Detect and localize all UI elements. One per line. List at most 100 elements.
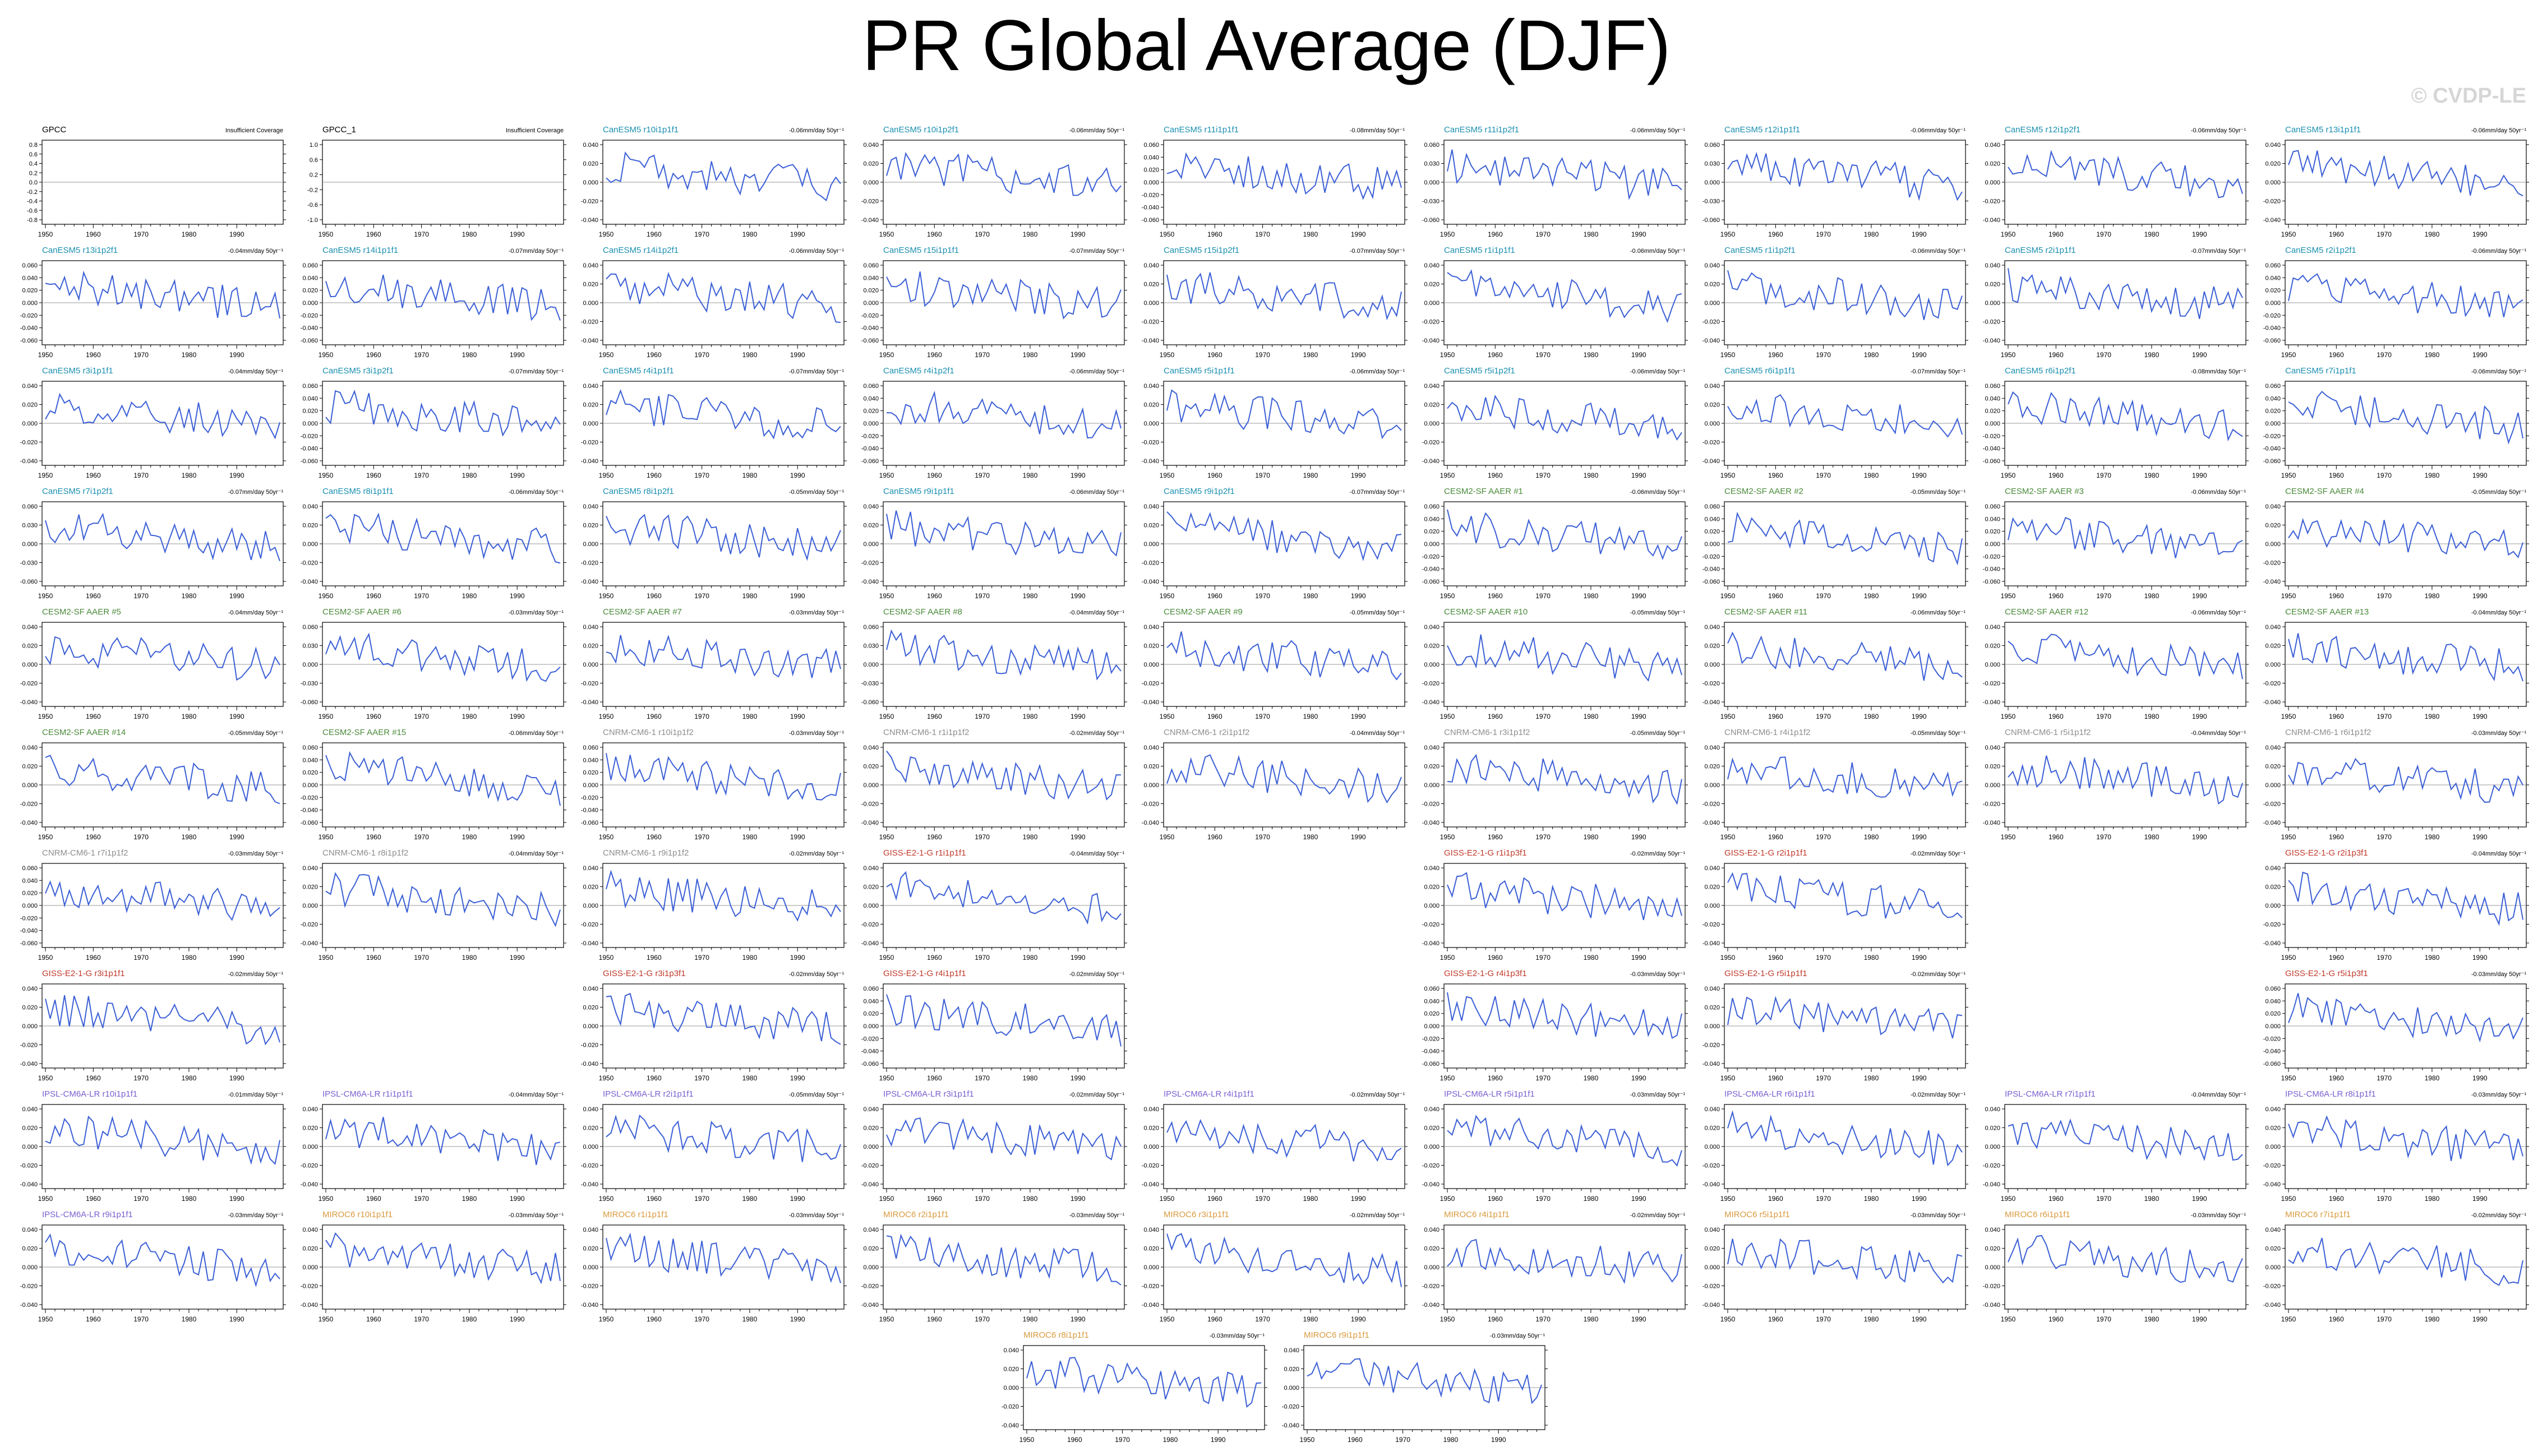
y-tick-label: -0.040 bbox=[1422, 338, 1439, 344]
x-tick-label: 1980 bbox=[182, 713, 197, 720]
x-tick-label: 1970 bbox=[414, 1195, 429, 1203]
x-tick-label: 1990 bbox=[1912, 472, 1927, 479]
panel: CanESM5 r1i1p2f1 -0.06mm/day 50yr⁻¹ 0.040 0… bbox=[1702, 246, 1968, 359]
panel: GISS-E2-1-G r1i1p3f1 -0.02mm/day 50yr⁻¹ 0.… bbox=[1422, 848, 1688, 962]
y-tick-label: 0.000 bbox=[1424, 179, 1439, 186]
x-tick-label: 1950 bbox=[1720, 351, 1736, 359]
panel-trend-label: -0.08mm/day 50yr⁻¹ bbox=[2191, 368, 2246, 375]
panel-trend-label: -0.03mm/day 50yr⁻¹ bbox=[228, 851, 283, 857]
y-tick-label: -0.040 bbox=[1422, 820, 1439, 826]
y-tick-label: 0.000 bbox=[22, 1023, 38, 1030]
panel-trend-label: -0.06mm/day 50yr⁻¹ bbox=[1069, 127, 1124, 134]
y-tick-label: 0.040 bbox=[1143, 262, 1159, 269]
y-tick-label: 0.020 bbox=[1143, 402, 1159, 409]
y-tick-label: -0.040 bbox=[2263, 1181, 2281, 1188]
panel-trend-label: -0.06mm/day 50yr⁻¹ bbox=[789, 127, 844, 134]
y-tick-label: 0.020 bbox=[1424, 1011, 1439, 1018]
y-tick-label: -0.020 bbox=[2263, 922, 2281, 928]
panel: CNRM-CM6-1 r4i1p1f2 -0.05mm/day 50yr⁻¹ 0.0… bbox=[1702, 728, 1968, 841]
x-tick-label: 1950 bbox=[319, 230, 334, 238]
y-tick-label: 0.020 bbox=[1985, 408, 2000, 415]
y-tick-label: 0.040 bbox=[302, 395, 318, 402]
y-tick-label: 0.020 bbox=[1143, 1246, 1159, 1252]
panel-title: CanESM5 r1i1p2f1 bbox=[1724, 246, 1796, 255]
y-tick-label: 0.000 bbox=[1424, 903, 1439, 909]
y-tick-label: -0.060 bbox=[20, 338, 38, 344]
y-tick-label: 0.000 bbox=[2265, 782, 2281, 789]
x-tick-label: 1960 bbox=[2329, 1074, 2344, 1082]
panel-trend-label: -0.06mm/day 50yr⁻¹ bbox=[1069, 368, 1124, 375]
x-tick-label: 1980 bbox=[1864, 472, 1879, 479]
y-tick-label: 0.020 bbox=[1704, 643, 1720, 650]
x-tick-label: 1950 bbox=[1720, 713, 1736, 720]
y-tick-label: 0.020 bbox=[302, 288, 318, 294]
x-tick-label: 1950 bbox=[2281, 472, 2296, 479]
panel: IPSL-CM6A-LR r10i1p1f1 -0.01mm/day 50yr⁻¹… bbox=[20, 1089, 286, 1203]
y-tick-label: -0.040 bbox=[581, 940, 598, 947]
y-tick-label: -0.040 bbox=[20, 699, 38, 706]
panel: MIROC6 r6i1p1f1 -0.03mm/day 50yr⁻¹ 0.040 0.… bbox=[1983, 1210, 2249, 1323]
y-tick-label: -0.020 bbox=[301, 1163, 318, 1170]
x-tick-label: 1990 bbox=[510, 1195, 525, 1203]
x-tick-label: 1990 bbox=[2192, 472, 2207, 479]
panel: CanESM5 r11i1p2f1 -0.06mm/day 50yr⁻¹ 0.060… bbox=[1422, 125, 1688, 238]
x-tick-label: 1970 bbox=[133, 1315, 149, 1323]
x-tick-label: 1970 bbox=[1816, 230, 1831, 238]
y-tick-label: 0.020 bbox=[2265, 288, 2281, 294]
x-tick-label: 1950 bbox=[1720, 592, 1736, 600]
y-tick-label: -0.040 bbox=[1983, 217, 2000, 224]
x-tick-label: 1990 bbox=[2472, 1315, 2488, 1323]
y-tick-label: -0.060 bbox=[1422, 1061, 1439, 1067]
y-tick-label: -0.040 bbox=[1983, 699, 2000, 706]
y-tick-label: 0.000 bbox=[863, 782, 879, 789]
y-tick-label: 0.000 bbox=[583, 541, 598, 548]
series-line bbox=[606, 514, 841, 561]
x-tick-label: 1970 bbox=[414, 833, 429, 841]
y-tick-label: 0.000 bbox=[1704, 782, 1720, 789]
panel-title: IPSL-CM6A-LR r1i1p1f1 bbox=[322, 1089, 413, 1099]
x-tick-label: 1980 bbox=[1864, 1074, 1879, 1082]
x-tick-label: 1980 bbox=[1864, 1315, 1879, 1323]
y-tick-label: 0.040 bbox=[863, 142, 879, 149]
panel-trend-label: -0.05mm/day 50yr⁻¹ bbox=[1630, 730, 1685, 737]
x-tick-label: 1960 bbox=[1488, 1315, 1503, 1323]
y-tick-label: 0.000 bbox=[22, 420, 38, 427]
panel: IPSL-CM6A-LR r6i1p1f1 -0.02mm/day 50yr⁻¹ 0… bbox=[1702, 1089, 1968, 1203]
x-tick-label: 1960 bbox=[647, 1195, 662, 1203]
panel: CNRM-CM6-1 r5i1p1f2 -0.04mm/day 50yr⁻¹ 0.0… bbox=[1983, 728, 2249, 841]
y-tick-label: 0.4 bbox=[29, 161, 38, 168]
panel-title: MIROC6 r2i1p1f1 bbox=[883, 1210, 949, 1219]
y-tick-label: 0.000 bbox=[22, 782, 38, 789]
panel: GISS-E2-1-G r2i1p3f1 -0.04mm/day 50yr⁻¹ 0.… bbox=[2263, 848, 2529, 962]
x-tick-label: 1980 bbox=[182, 351, 197, 359]
y-tick-label: -0.6 bbox=[27, 207, 38, 214]
panel-trend-label: -0.02mm/day 50yr⁻¹ bbox=[1069, 730, 1124, 737]
x-tick-label: 1960 bbox=[1488, 713, 1503, 720]
y-tick-label: -0.020 bbox=[1142, 801, 1159, 808]
y-tick-label: 0.020 bbox=[2265, 643, 2281, 650]
y-tick-label: 0.040 bbox=[1985, 516, 2000, 523]
y-tick-label: 0.060 bbox=[2265, 383, 2281, 390]
y-tick-label: -0.040 bbox=[2263, 325, 2281, 332]
panel: CanESM5 r7i1p1f1 -0.06mm/day 50yr⁻¹ 0.060 0… bbox=[2263, 366, 2529, 479]
panel-trend-label: -0.02mm/day 50yr⁻¹ bbox=[1069, 1092, 1124, 1098]
x-tick-label: 1990 bbox=[1211, 1436, 1226, 1444]
x-tick-label: 1950 bbox=[1720, 230, 1736, 238]
panel-trend-label: -0.04mm/day 50yr⁻¹ bbox=[509, 851, 564, 857]
y-tick-label: -0.040 bbox=[1702, 338, 1720, 344]
x-tick-label: 1980 bbox=[1023, 230, 1038, 238]
x-tick-label: 1960 bbox=[927, 713, 942, 720]
x-tick-label: 1990 bbox=[1071, 592, 1086, 600]
y-tick-label: 0.040 bbox=[302, 865, 318, 872]
x-tick-label: 1990 bbox=[510, 230, 525, 238]
x-tick-label: 1980 bbox=[2144, 472, 2160, 479]
panel: GISS-E2-1-G r2i1p1f1 -0.02mm/day 50yr⁻¹ 0.… bbox=[1702, 848, 1968, 962]
y-tick-label: -0.020 bbox=[581, 440, 598, 446]
y-tick-label: 0.000 bbox=[583, 782, 598, 789]
x-tick-label: 1980 bbox=[2425, 713, 2440, 720]
y-tick-label: -0.020 bbox=[861, 198, 879, 205]
y-tick-label: -0.020 bbox=[1702, 922, 1720, 928]
x-tick-label: 1990 bbox=[1912, 351, 1927, 359]
x-tick-label: 1950 bbox=[319, 472, 334, 479]
y-tick-label: -0.040 bbox=[1142, 820, 1159, 826]
